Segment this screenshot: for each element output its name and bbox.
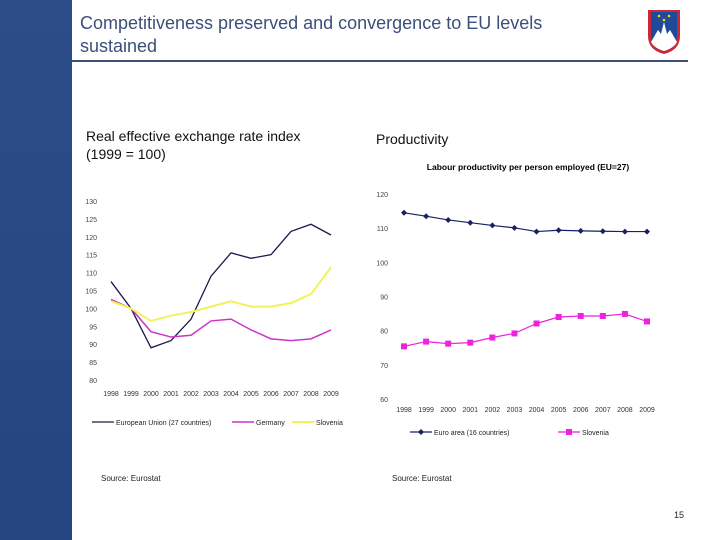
data-point: [599, 228, 606, 235]
x-tick-label: 2009: [323, 391, 339, 398]
legend-label: Slovenia: [582, 430, 609, 437]
data-point: [467, 339, 474, 346]
data-point: [555, 314, 562, 320]
y-tick-label: 110: [86, 271, 97, 278]
y-tick-label: 90: [89, 342, 97, 349]
data-point: [644, 228, 650, 235]
data-point: [644, 318, 650, 325]
data-point: [577, 312, 584, 319]
legend-marker: [566, 429, 572, 435]
y-tick-label: 80: [380, 329, 388, 336]
x-tick-label: 2007: [595, 407, 611, 414]
data-point: [533, 320, 540, 327]
x-tick-label: 1998: [396, 407, 412, 414]
y-tick-label: 60: [380, 397, 388, 404]
x-tick-label: 2009: [639, 407, 655, 414]
data-point: [533, 228, 540, 235]
x-tick-label: 2008: [303, 391, 319, 398]
y-tick-label: 120: [85, 235, 97, 242]
legend-marker: [418, 429, 424, 435]
x-tick-label: 1999: [123, 391, 139, 398]
y-tick-label: 85: [89, 360, 97, 367]
series-line-0: [110, 223, 332, 349]
y-tick-label: 110: [377, 226, 388, 233]
series-line-2: [110, 266, 332, 323]
x-tick-label: 1998: [103, 391, 119, 398]
series-line-0: [403, 212, 647, 233]
productivity-chart-title: Labour productivity per person employed …: [427, 162, 630, 172]
y-tick-label: 70: [380, 363, 388, 370]
left-chart-heading: Real effective exchange rate index: [86, 128, 301, 144]
page-number: 15: [674, 510, 685, 520]
y-tick-label: 125: [85, 217, 97, 224]
x-tick-label: 2007: [283, 391, 299, 398]
data-point: [401, 343, 407, 350]
x-tick-label: 2003: [203, 391, 219, 398]
x-tick-label: 2006: [573, 407, 589, 414]
data-point: [423, 338, 430, 345]
data-point: [467, 219, 474, 226]
x-tick-label: 2004: [223, 391, 239, 398]
left-source: Source: Eurostat: [101, 474, 161, 483]
left-chart-subheading: (1999 = 100): [86, 146, 166, 162]
data-point: [511, 224, 518, 231]
data-point: [445, 216, 452, 223]
y-tick-label: 100: [376, 260, 388, 267]
data-point: [599, 312, 606, 319]
x-tick-label: 2004: [529, 407, 545, 414]
data-point: [621, 310, 628, 317]
x-tick-label: 2000: [143, 391, 159, 398]
slovenia-coat-of-arms-icon: [648, 10, 680, 54]
x-tick-label: 2006: [263, 391, 279, 398]
data-point: [445, 340, 452, 347]
x-tick-label: 2002: [183, 391, 199, 398]
sidebar-band: [0, 0, 72, 540]
y-tick-label: 105: [85, 289, 97, 296]
y-tick-label: 90: [380, 295, 388, 302]
y-tick-label: 130: [85, 199, 97, 206]
legend-label: Slovenia: [316, 420, 343, 427]
x-tick-label: 1999: [418, 407, 434, 414]
page-title: Competitiveness preserved and convergenc…: [80, 13, 543, 56]
data-point: [423, 213, 430, 220]
y-tick-label: 80: [89, 378, 97, 385]
x-tick-label: 2008: [617, 407, 633, 414]
series-line-1: [110, 298, 332, 342]
legend-label: European Union (27 countries): [116, 420, 211, 427]
x-tick-label: 2001: [462, 407, 478, 414]
title-divider: [72, 60, 688, 62]
y-tick-label: 120: [376, 192, 388, 199]
x-tick-label: 2002: [485, 407, 501, 414]
y-tick-label: 100: [85, 306, 97, 313]
y-tick-label: 115: [86, 253, 97, 260]
x-tick-label: 2001: [163, 391, 179, 398]
data-point: [401, 209, 407, 216]
x-tick-label: 2000: [440, 407, 456, 414]
data-point: [555, 227, 562, 234]
data-point: [489, 334, 496, 341]
right-chart-heading: Productivity: [376, 131, 449, 147]
legend-label: Euro area (16 countries): [434, 430, 509, 437]
x-tick-label: 2005: [551, 407, 567, 414]
series-line-1: [403, 313, 648, 347]
data-point: [577, 227, 584, 234]
legend-label: Germany: [256, 420, 285, 427]
y-tick-label: 95: [89, 324, 97, 331]
data-point: [489, 222, 496, 229]
x-tick-label: 2003: [507, 407, 523, 414]
data-point: [511, 330, 518, 337]
x-tick-label: 2005: [243, 391, 259, 398]
data-point: [621, 228, 628, 235]
right-source: Source: Eurostat: [392, 474, 452, 483]
